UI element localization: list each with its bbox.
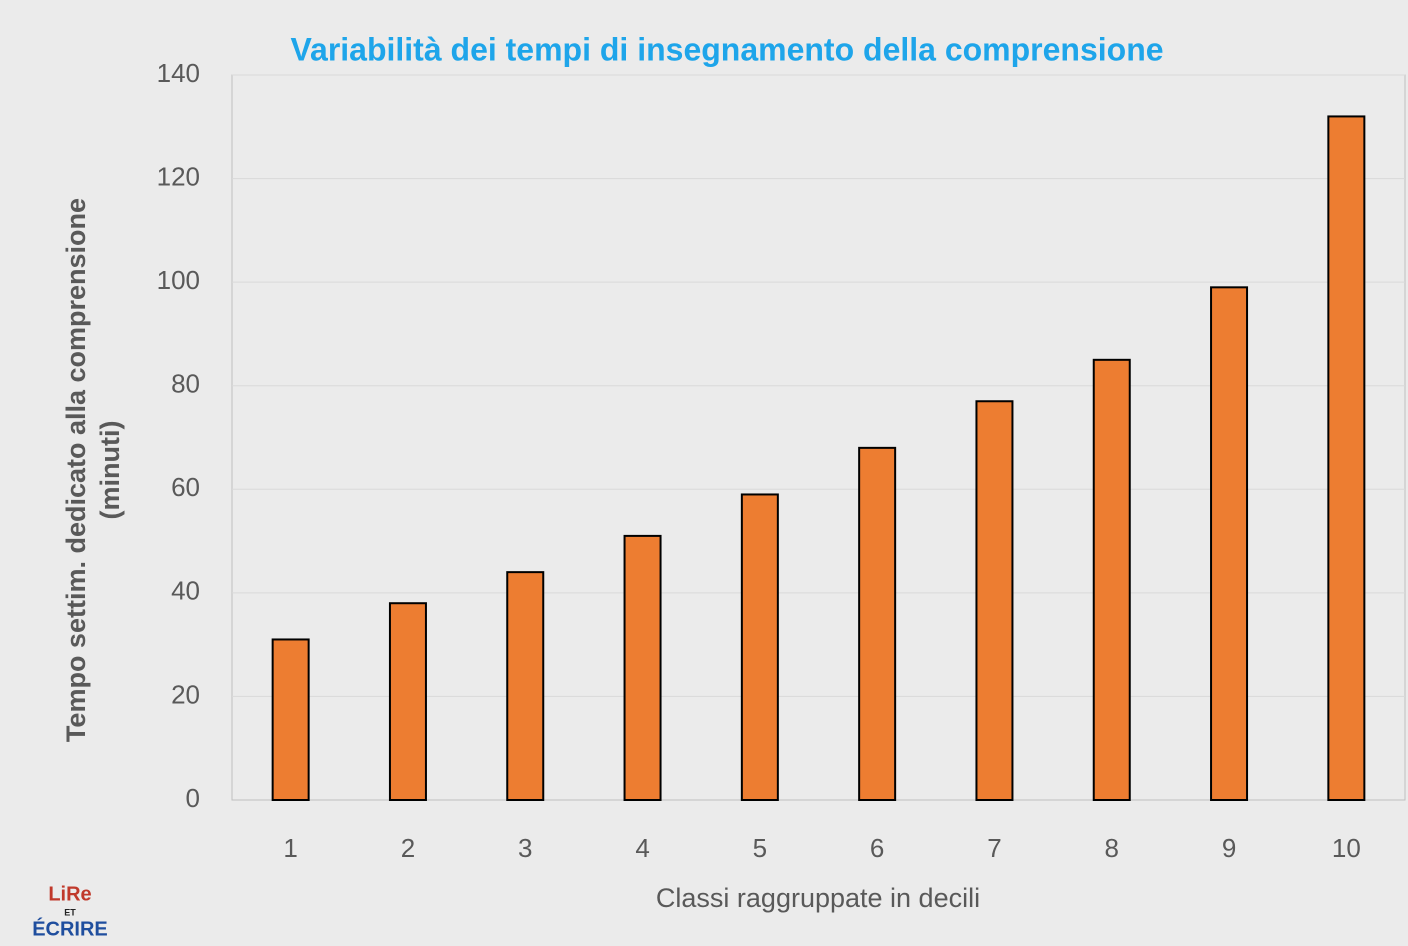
bar <box>858 446 897 801</box>
logo: LiRe ET ÉCRIRE <box>32 883 108 940</box>
y-tick-label: 40 <box>171 576 200 606</box>
bar <box>388 602 427 802</box>
x-tick-label: 5 <box>753 833 767 863</box>
bar <box>1092 358 1131 801</box>
x-tick-label: 2 <box>401 833 415 863</box>
bar <box>1327 115 1366 801</box>
y-axis-label-line: (minuti) <box>95 421 125 520</box>
x-tick-label: 9 <box>1222 833 1236 863</box>
y-axis-label: Tempo settim. dedicato alla comprensione… <box>61 198 125 742</box>
bar <box>271 638 310 802</box>
y-axis-label-line: Tempo settim. dedicato alla comprensione <box>61 198 91 742</box>
bar <box>1210 286 1249 802</box>
logo-text: LiRe <box>48 883 91 905</box>
bar <box>975 400 1014 801</box>
bar <box>506 571 545 802</box>
x-axis-label: Classi raggruppate in decili <box>656 883 980 913</box>
x-tick-label: 10 <box>1332 833 1361 863</box>
y-tick-label: 80 <box>171 369 200 399</box>
logo-text: ET <box>64 907 76 917</box>
y-tick-label: 140 <box>157 58 200 88</box>
bar <box>740 493 779 801</box>
x-tick-label: 1 <box>283 833 297 863</box>
x-tick-label: 4 <box>635 833 649 863</box>
chart-title: Variabilità dei tempi di insegnamento de… <box>290 31 1163 67</box>
x-tick-label: 7 <box>987 833 1001 863</box>
y-tick-label: 60 <box>171 472 200 502</box>
x-tick-label: 6 <box>870 833 884 863</box>
y-tick-label: 20 <box>171 679 200 709</box>
y-tick-label: 100 <box>157 265 200 295</box>
x-tick-label: 8 <box>1105 833 1119 863</box>
y-tick-label: 120 <box>157 161 200 191</box>
y-tick-label: 0 <box>186 783 200 813</box>
logo-text: ÉCRIRE <box>32 917 108 940</box>
x-tick-label: 3 <box>518 833 532 863</box>
bar <box>623 534 662 802</box>
